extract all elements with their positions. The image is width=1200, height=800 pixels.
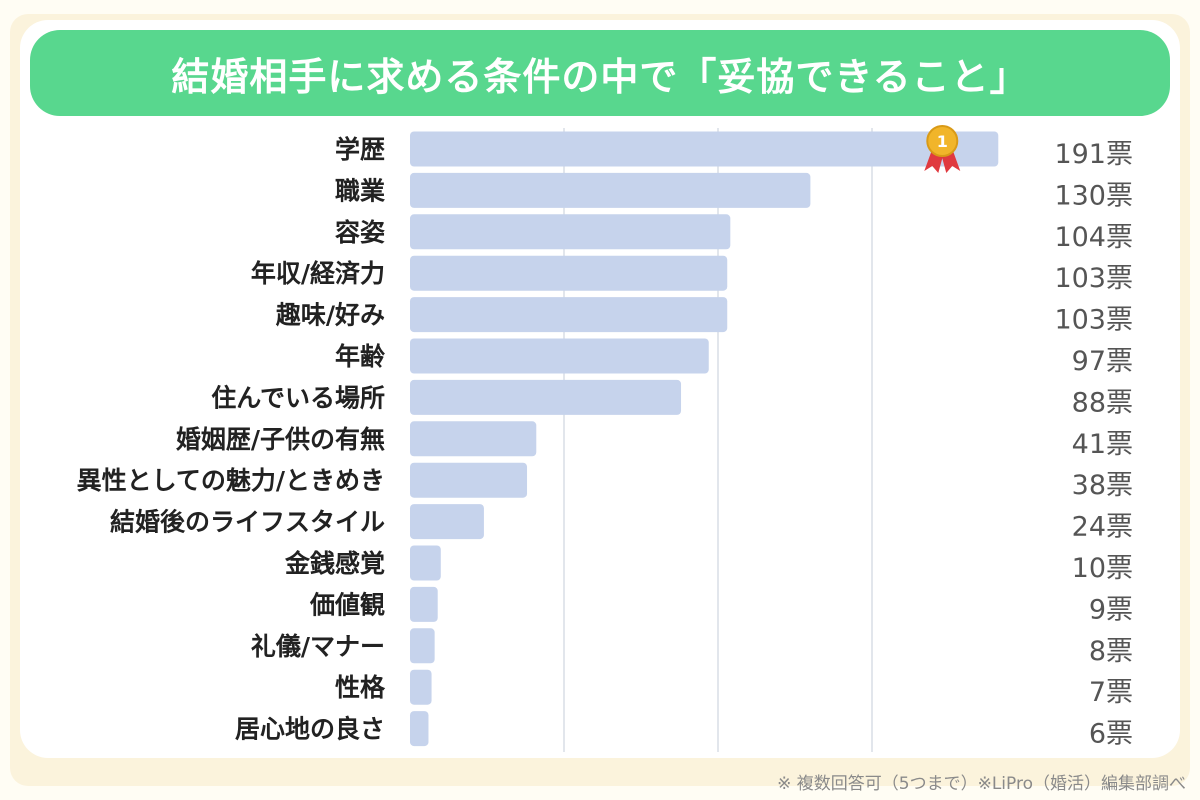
bar-6 — [410, 379, 682, 415]
title-banner: 結婚相手に求める条件の中で「妥協できること」 — [30, 30, 1170, 116]
bar-14 — [410, 711, 429, 747]
bar-4 — [410, 297, 728, 333]
category-label-10: 金銭感覚 — [284, 549, 385, 578]
bar-0 — [410, 131, 999, 167]
medal-rank: 1 — [937, 132, 948, 151]
value-label-5: 97票 — [1072, 346, 1133, 377]
bar-12 — [410, 628, 435, 664]
category-label-6: 住んでいる場所 — [211, 383, 385, 412]
category-label-9: 結婚後のライフスタイル — [110, 508, 385, 537]
category-label-8: 異性としての魅力/ときめき — [77, 466, 385, 495]
value-label-2: 104票 — [1054, 222, 1133, 253]
category-label-2: 容姿 — [335, 218, 385, 247]
bar-2 — [410, 214, 731, 250]
category-label-11: 価値観 — [309, 590, 385, 619]
bar-10 — [410, 545, 441, 581]
bar-3 — [410, 255, 728, 291]
category-label-14: 居心地の良さ — [235, 715, 385, 744]
category-label-12: 礼儀/マナー — [251, 632, 385, 661]
category-label-0: 学歴 — [335, 135, 385, 164]
value-label-8: 38票 — [1072, 470, 1133, 501]
value-label-13: 7票 — [1089, 677, 1133, 708]
bar-8 — [410, 462, 528, 498]
bar-11 — [410, 586, 438, 622]
value-label-12: 8票 — [1089, 636, 1133, 667]
value-label-4: 103票 — [1054, 305, 1133, 336]
value-label-1: 130票 — [1054, 180, 1133, 211]
value-label-7: 41票 — [1072, 429, 1133, 460]
value-label-14: 6票 — [1089, 719, 1133, 750]
bar-5 — [410, 338, 709, 374]
category-label-5: 年齢 — [335, 342, 385, 371]
value-label-0: 191票 — [1054, 139, 1133, 170]
value-label-9: 24票 — [1072, 512, 1133, 543]
category-label-1: 職業 — [335, 176, 385, 205]
medal-icon — [926, 125, 959, 157]
category-label-7: 婚姻歴/子供の有無 — [176, 425, 385, 454]
category-label-13: 性格 — [335, 673, 386, 702]
value-label-10: 10票 — [1072, 553, 1133, 584]
chart-title: 結婚相手に求める条件の中で「妥協できること」 — [171, 54, 1029, 99]
value-label-11: 9票 — [1089, 594, 1133, 625]
value-label-3: 103票 — [1054, 263, 1133, 294]
bar-7 — [410, 421, 537, 457]
category-label-3: 年収/経済力 — [251, 259, 385, 288]
bar-9 — [410, 504, 484, 540]
category-label-4: 趣味/好み — [275, 301, 385, 330]
footnote: ※ 複数回答可（5つまで）※LiPro（婚活）編集部調べ — [777, 774, 1186, 794]
bar-13 — [410, 669, 432, 705]
value-label-6: 88票 — [1072, 387, 1133, 418]
bar-1 — [410, 172, 811, 208]
